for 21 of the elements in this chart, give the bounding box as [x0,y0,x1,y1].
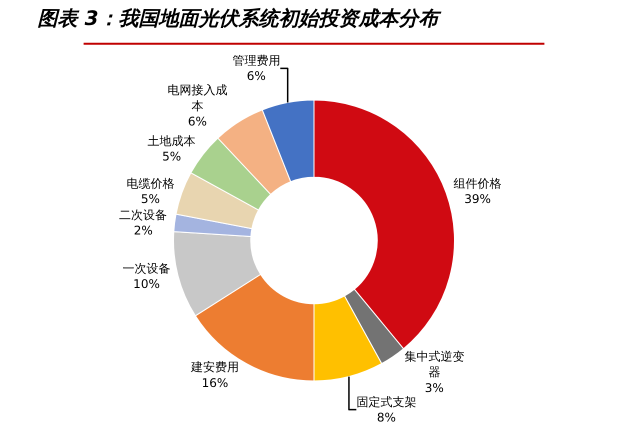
data-label: 5% [140,192,160,206]
data-label: 16% [202,376,228,390]
slice-label: 集中式逆变器 [404,350,464,380]
data-label: 8% [376,410,396,424]
data-label: 6% [188,114,207,128]
data-label: 3% [424,380,444,395]
slice-label: 建安费用 [190,360,239,374]
slice-label: 电网接入成本 [167,83,228,113]
slice-label: 一次设备 [122,262,171,276]
slice-label: 二次设备 [119,208,168,222]
data-label: 5% [162,150,182,164]
data-label: 10% [133,277,160,292]
chart-title: 图表 3：我国地面光伏系统初始投资成本分布 [38,6,442,30]
slice-label: 土地成本 [148,134,196,148]
slice-label: 管理费用 [232,54,280,68]
data-label: 39% [464,192,491,206]
data-label: 2% [134,223,153,238]
data-label: 6% [246,69,266,84]
slice-label: 组件价格 [454,176,502,190]
slice-label: 电缆价格 [126,176,174,190]
slice-label: 固定式支架 [356,394,416,409]
